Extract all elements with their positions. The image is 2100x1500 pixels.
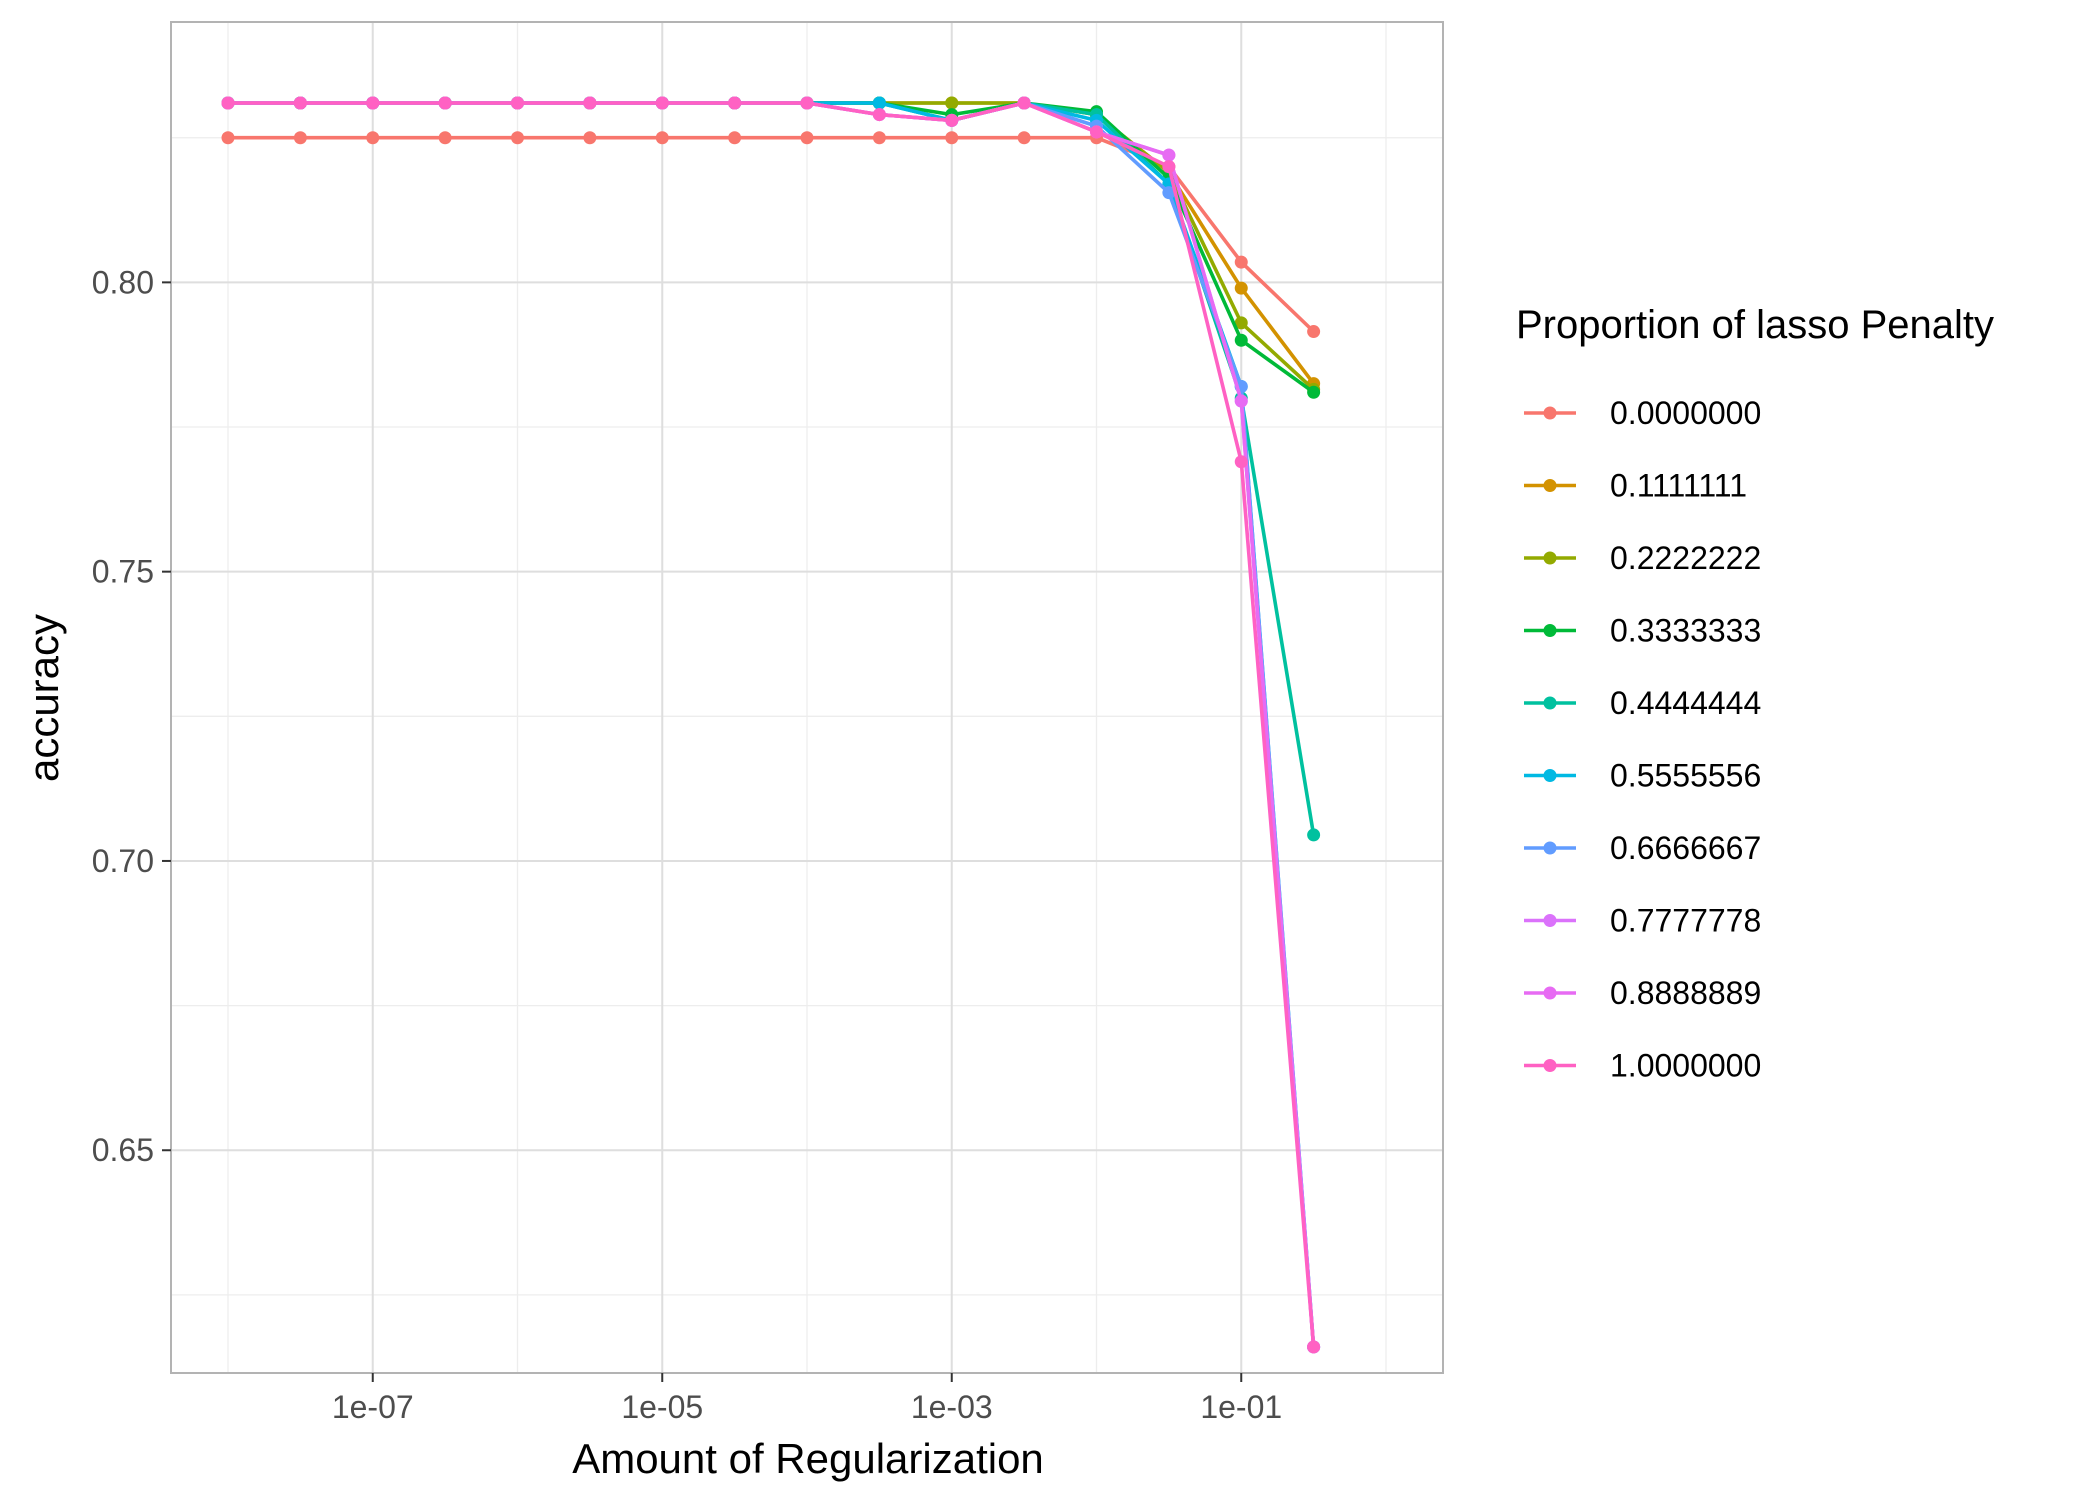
y-tick-label: 0.80 bbox=[92, 264, 154, 300]
data-point bbox=[438, 131, 452, 145]
data-point bbox=[1162, 160, 1176, 174]
legend-key-point bbox=[1543, 841, 1557, 855]
legend-title: Proportion of lasso Penalty bbox=[1516, 303, 1994, 347]
legend-label: 0.8888889 bbox=[1610, 975, 1761, 1011]
major-gridlines bbox=[171, 22, 1443, 1373]
data-point bbox=[872, 131, 886, 145]
legend-key-point bbox=[1543, 479, 1557, 492]
legend-label: 0.7777778 bbox=[1610, 903, 1761, 939]
legend-label: 0.2222222 bbox=[1610, 540, 1761, 576]
legend-label: 0.3333333 bbox=[1610, 613, 1761, 649]
minor-gridlines bbox=[171, 22, 1443, 1373]
data-point bbox=[1090, 125, 1103, 139]
x-tick-label: 1e-05 bbox=[621, 1389, 703, 1425]
data-point bbox=[1234, 281, 1248, 295]
data-point bbox=[1307, 385, 1321, 399]
data-point bbox=[728, 131, 742, 145]
data-point bbox=[583, 96, 597, 110]
data-point bbox=[1234, 394, 1248, 408]
legend-label: 0.0000000 bbox=[1610, 395, 1761, 431]
data-point bbox=[1307, 1340, 1321, 1354]
legend-label: 0.5555556 bbox=[1610, 758, 1761, 794]
y-axis-ticks: 0.65 0.70 0.75 0.80 bbox=[92, 264, 171, 1168]
data-point bbox=[293, 96, 307, 110]
y-tick-label: 0.75 bbox=[92, 554, 154, 590]
data-point bbox=[945, 113, 959, 127]
data-point bbox=[655, 131, 669, 145]
legend-item: 0.5555556 bbox=[1524, 758, 1761, 794]
legend-key-point bbox=[1543, 551, 1557, 565]
data-point bbox=[366, 96, 380, 110]
legend-item: 0.2222222 bbox=[1524, 540, 1761, 576]
legend-label: 0.1111111 bbox=[1610, 468, 1747, 504]
legend-item: 0.3333333 bbox=[1524, 613, 1761, 649]
legend-item: 0.7777778 bbox=[1524, 903, 1761, 939]
data-point bbox=[872, 96, 886, 110]
series-line bbox=[226, 101, 1316, 1349]
data-point bbox=[511, 96, 524, 110]
data-point bbox=[945, 131, 959, 145]
data-point bbox=[1234, 255, 1248, 269]
data-point bbox=[1234, 333, 1248, 347]
legend-item: 0.4444444 bbox=[1524, 685, 1761, 721]
legend-key-point bbox=[1543, 624, 1557, 637]
legend-item: 0.6666667 bbox=[1524, 830, 1761, 866]
x-tick-label: 1e-01 bbox=[1200, 1389, 1282, 1425]
data-point bbox=[728, 96, 742, 110]
x-axis-ticks: 1e-07 1e-05 1e-03 1e-01 bbox=[332, 1373, 1282, 1425]
data-point bbox=[1162, 186, 1176, 200]
legend-item: 0.0000000 bbox=[1524, 395, 1761, 431]
series-layer bbox=[221, 96, 1321, 1354]
data-point bbox=[1017, 131, 1031, 145]
legend-item: 0.1111111 bbox=[1524, 468, 1747, 504]
plot-panel-border bbox=[170, 21, 1444, 1374]
legend: Proportion of lasso Penalty 0.0000000 0.1… bbox=[1516, 303, 1994, 1084]
legend-label: 0.6666667 bbox=[1610, 830, 1761, 866]
data-point bbox=[1307, 828, 1321, 842]
x-tick-label: 1e-03 bbox=[911, 1389, 993, 1425]
x-axis-title: Amount of Regularization bbox=[572, 1435, 1044, 1482]
legend-items: 0.0000000 0.1111111 0.2222222 0.3333333 0.44… bbox=[1524, 395, 1761, 1084]
data-point bbox=[872, 108, 886, 122]
legend-item: 1.0000000 bbox=[1524, 1048, 1761, 1084]
legend-key-point bbox=[1543, 914, 1557, 927]
data-point bbox=[800, 96, 814, 110]
data-point bbox=[945, 96, 959, 110]
legend-label: 0.4444444 bbox=[1610, 685, 1761, 721]
y-axis-title: accuracy bbox=[20, 614, 67, 782]
legend-key-point bbox=[1543, 1059, 1557, 1072]
data-point bbox=[438, 96, 452, 110]
data-point bbox=[366, 131, 380, 145]
data-point bbox=[583, 131, 597, 145]
legend-key-point bbox=[1543, 769, 1557, 782]
data-point bbox=[221, 131, 235, 145]
x-tick-label: 1e-07 bbox=[332, 1389, 414, 1425]
y-tick-label: 0.70 bbox=[92, 843, 154, 879]
data-point bbox=[1307, 325, 1321, 339]
y-tick-label: 0.65 bbox=[92, 1132, 154, 1168]
data-point bbox=[1234, 455, 1248, 469]
data-point bbox=[800, 131, 814, 145]
legend-label: 1.0000000 bbox=[1610, 1048, 1761, 1084]
data-point bbox=[293, 131, 307, 145]
data-point bbox=[655, 96, 669, 110]
legend-key-point bbox=[1543, 696, 1557, 710]
data-point bbox=[511, 131, 524, 145]
legend-item: 0.8888889 bbox=[1524, 975, 1761, 1011]
data-point bbox=[1234, 316, 1248, 330]
legend-key-point bbox=[1543, 986, 1557, 1000]
data-point bbox=[1017, 96, 1031, 110]
data-point bbox=[1162, 148, 1176, 162]
data-point bbox=[221, 96, 235, 110]
series-1.0000000 bbox=[221, 96, 1321, 1354]
legend-key-point bbox=[1543, 406, 1557, 420]
